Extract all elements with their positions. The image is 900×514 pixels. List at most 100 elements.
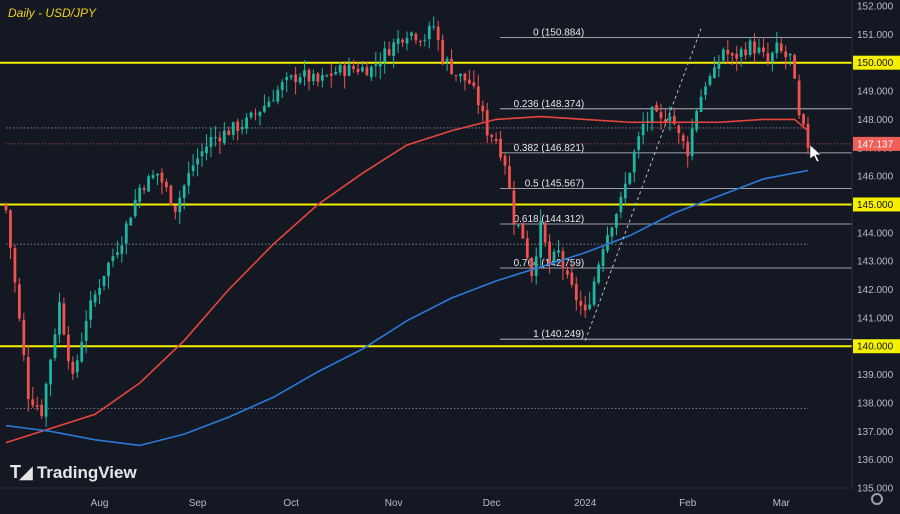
candle <box>490 133 494 143</box>
candle-body <box>40 404 44 417</box>
candle <box>196 148 199 177</box>
candle <box>53 328 57 362</box>
candle-body <box>606 235 609 251</box>
x-tick-label: Nov <box>385 498 403 509</box>
candle <box>521 222 525 239</box>
candle-body <box>766 53 770 62</box>
candle-body <box>93 294 97 303</box>
fib-label-0.618: 0.618 (144.312) <box>514 214 585 225</box>
candle-body <box>71 361 75 374</box>
candle-body <box>49 359 52 385</box>
candle-body <box>735 53 739 59</box>
candle <box>418 39 422 47</box>
candle <box>289 74 293 81</box>
candle-body <box>427 25 431 40</box>
candle-body <box>445 58 449 62</box>
candle-body <box>151 175 155 179</box>
candle <box>610 226 614 245</box>
candle <box>303 60 306 86</box>
candle-body <box>695 111 698 131</box>
candle <box>396 29 400 53</box>
candle-body <box>236 121 240 131</box>
candle-body <box>637 136 641 150</box>
candle <box>623 172 627 206</box>
candle <box>89 290 93 328</box>
candle-body <box>566 270 569 275</box>
candle <box>405 31 409 51</box>
candle <box>31 387 35 408</box>
candle <box>539 209 543 266</box>
candle <box>93 290 97 308</box>
candle <box>445 56 449 72</box>
candle-body <box>628 173 632 184</box>
candle <box>793 53 797 79</box>
candle-body <box>793 55 797 79</box>
candle-body <box>129 217 133 226</box>
candle-body <box>182 185 186 198</box>
candle <box>721 47 725 64</box>
candle <box>142 185 146 194</box>
candle <box>770 51 774 72</box>
candle <box>347 57 351 77</box>
candle-body <box>597 264 600 283</box>
candle-body <box>539 220 543 258</box>
candle-body <box>548 241 551 264</box>
ma-red-line <box>5 115 809 444</box>
candle <box>102 275 106 291</box>
gear-icon[interactable] <box>871 493 883 505</box>
candle-body <box>320 75 324 81</box>
candle-body <box>517 224 520 226</box>
candle-body <box>343 65 347 77</box>
candle <box>485 102 489 143</box>
candle <box>779 37 783 54</box>
y-tick-label: 149.000 <box>857 87 894 98</box>
candle-body <box>222 130 226 143</box>
candle-body <box>441 39 445 63</box>
candle <box>512 180 516 235</box>
candle <box>436 20 440 51</box>
candle <box>325 74 329 78</box>
candle-body <box>650 106 654 123</box>
candle-body <box>258 111 262 116</box>
candle <box>557 240 560 257</box>
candle-body <box>467 79 471 84</box>
candle-body <box>147 176 150 192</box>
candle <box>49 358 52 397</box>
candle-body <box>521 222 525 239</box>
candle-body <box>503 155 507 166</box>
candle <box>173 205 177 220</box>
candle <box>245 113 248 134</box>
candle <box>178 190 182 224</box>
candle <box>383 41 387 74</box>
candle-body <box>267 101 271 108</box>
candle-body <box>285 77 289 81</box>
candle-body <box>744 49 748 56</box>
candle <box>138 183 142 208</box>
candle-body <box>762 47 765 52</box>
candle-body <box>512 190 516 224</box>
candle-body <box>641 124 645 136</box>
candle-body <box>655 104 658 112</box>
candle <box>98 279 101 305</box>
candle <box>762 37 765 58</box>
candle <box>463 73 467 91</box>
candle-body <box>401 39 404 43</box>
candle <box>503 152 507 175</box>
candle <box>200 143 204 167</box>
candle-body <box>490 134 494 138</box>
candle <box>739 46 743 67</box>
key-level-tag-label: 145.000 <box>857 200 894 211</box>
candle <box>58 292 61 344</box>
candle <box>361 60 364 73</box>
candle <box>757 38 761 55</box>
trendline <box>584 28 702 341</box>
candle <box>44 381 48 427</box>
candle-body <box>797 80 801 116</box>
candle <box>637 131 641 159</box>
candle <box>423 33 427 47</box>
candle <box>84 310 88 354</box>
key-level-tag <box>853 197 900 212</box>
candle-body <box>481 105 485 112</box>
candle <box>352 59 355 73</box>
candle <box>165 178 168 192</box>
